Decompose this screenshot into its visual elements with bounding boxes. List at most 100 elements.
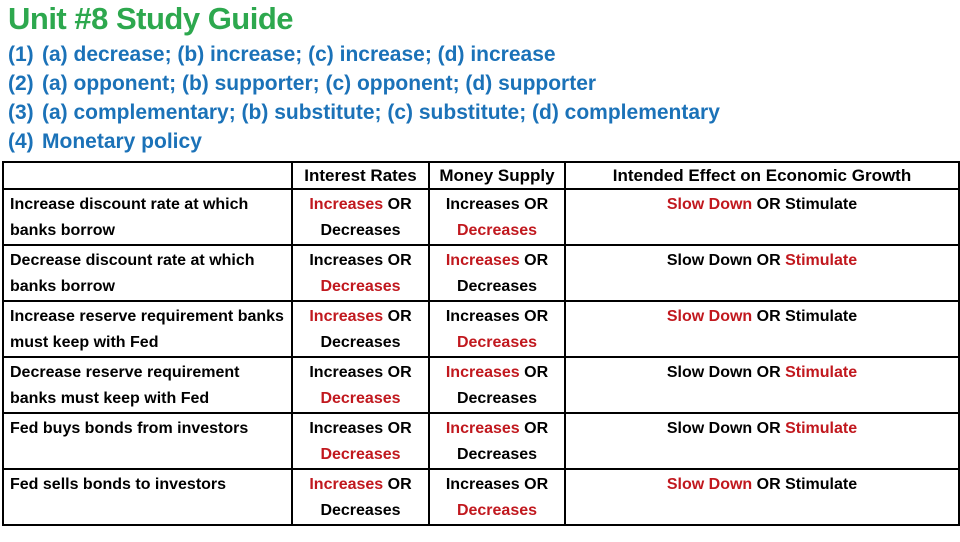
updown-line-1: Increases OR xyxy=(294,416,427,442)
policy-table-body: Increase discount rate at which banks bo… xyxy=(2,188,960,526)
stimulate-word: Stimulate xyxy=(785,476,858,493)
increases-word: Increases xyxy=(445,196,520,213)
updown-line-2: Decreases xyxy=(294,442,427,467)
stimulate-word: Stimulate xyxy=(785,308,858,325)
updown-line-1: Increases OR xyxy=(294,360,427,386)
updown-line-2: Decreases xyxy=(431,330,563,355)
or-word: OR xyxy=(524,420,549,437)
policy-action-cell: Decrease discount rate at which banks bo… xyxy=(2,244,293,302)
effect-cell: Slow Down OR Stimulate xyxy=(564,412,960,470)
updown-line-2: Decreases xyxy=(431,386,563,411)
header-effect: Intended Effect on Economic Growth xyxy=(564,161,960,190)
header-action xyxy=(2,161,293,190)
updown-line-1: Increases OR xyxy=(294,248,427,274)
decreases-word: Decreases xyxy=(456,222,538,239)
decreases-word: Decreases xyxy=(320,446,401,463)
or-word: OR xyxy=(756,420,781,437)
policy-action-cell: Fed sells bonds to investors xyxy=(2,468,293,526)
updown-line-2: Decreases xyxy=(294,386,427,411)
answer-number: (1) xyxy=(8,43,34,66)
or-word: OR xyxy=(387,364,412,381)
decreases-word: Decreases xyxy=(456,446,538,463)
money-supply-cell: Increases OR Decreases xyxy=(428,356,566,414)
answer-text: (a) complementary; (b) substitute; (c) s… xyxy=(42,101,720,124)
increases-word: Increases xyxy=(309,476,384,493)
updown-line-1: Increases OR xyxy=(294,472,427,498)
policy-action-cell: Increase discount rate at which banks bo… xyxy=(2,188,293,246)
monetary-policy-table: Interest Rates Money Supply Intended Eff… xyxy=(2,161,960,526)
slow-down-word: Slow Down xyxy=(666,476,753,493)
updown-line-1: Increases OR xyxy=(294,304,427,330)
effect-cell: Slow Down OR Stimulate xyxy=(564,188,960,246)
policy-action-cell: Fed buys bonds from investors xyxy=(2,412,293,470)
updown-line-2: Decreases xyxy=(431,274,563,299)
updown-line-1: Increases OR xyxy=(294,192,427,218)
or-word: OR xyxy=(756,476,781,493)
increases-word: Increases xyxy=(309,420,384,437)
interest-rates-cell: Increases OR Decreases xyxy=(291,468,430,526)
updown-line-1: Increases OR xyxy=(431,304,563,330)
slow-down-word: Slow Down xyxy=(666,420,753,437)
answer-line-1: (1) (a) decrease; (b) increase; (c) incr… xyxy=(8,40,960,69)
stimulate-word: Stimulate xyxy=(785,196,858,213)
interest-rates-cell: Increases OR Decreases xyxy=(291,412,430,470)
updown-line-1: Increases OR xyxy=(431,360,563,386)
interest-rates-cell: Increases OR Decreases xyxy=(291,356,430,414)
updown-line-2: Decreases xyxy=(294,498,427,523)
page-title: Unit #8 Study Guide xyxy=(8,1,294,36)
stimulate-word: Stimulate xyxy=(785,420,858,437)
increases-word: Increases xyxy=(445,364,520,381)
stimulate-word: Stimulate xyxy=(785,364,858,381)
policy-action-cell: Decrease reserve requirement banks must … xyxy=(2,356,293,414)
or-word: OR xyxy=(387,252,412,269)
or-word: OR xyxy=(524,476,549,493)
table-row: Decrease discount rate at which banks bo… xyxy=(2,244,960,302)
table-row: Fed sells bonds to investors Increases O… xyxy=(2,468,960,526)
or-word: OR xyxy=(756,196,781,213)
updown-line-1: Increases OR xyxy=(431,248,563,274)
answer-line-2: (2) (a) opponent; (b) supporter; (c) opp… xyxy=(8,69,960,98)
money-supply-cell: Increases OR Decreases xyxy=(428,188,566,246)
money-supply-cell: Increases OR Decreases xyxy=(428,468,566,526)
interest-rates-cell: Increases OR Decreases xyxy=(291,188,430,246)
table-header-row: Interest Rates Money Supply Intended Eff… xyxy=(2,161,960,190)
money-supply-cell: Increases OR Decreases xyxy=(428,244,566,302)
increases-word: Increases xyxy=(445,252,520,269)
table-row: Decrease reserve requirement banks must … xyxy=(2,356,960,414)
answer-text: Monetary policy xyxy=(42,130,202,153)
slow-down-word: Slow Down xyxy=(666,308,753,325)
decreases-word: Decreases xyxy=(320,334,401,351)
or-word: OR xyxy=(387,196,412,213)
or-word: OR xyxy=(524,252,549,269)
decreases-word: Decreases xyxy=(320,502,401,519)
or-word: OR xyxy=(387,420,412,437)
decreases-word: Decreases xyxy=(456,502,538,519)
or-word: OR xyxy=(756,364,781,381)
decreases-word: Decreases xyxy=(456,278,538,295)
answer-number: (3) xyxy=(8,101,34,124)
table-row: Fed buys bonds from investors Increases … xyxy=(2,412,960,470)
stimulate-word: Stimulate xyxy=(785,252,858,269)
decreases-word: Decreases xyxy=(320,390,401,407)
decreases-word: Decreases xyxy=(320,278,401,295)
or-word: OR xyxy=(387,476,412,493)
decreases-word: Decreases xyxy=(456,390,538,407)
updown-line-2: Decreases xyxy=(431,218,563,243)
answer-text: (a) opponent; (b) supporter; (c) opponen… xyxy=(42,72,597,95)
money-supply-cell: Increases OR Decreases xyxy=(428,412,566,470)
or-word: OR xyxy=(524,308,549,325)
answer-key-list: (1) (a) decrease; (b) increase; (c) incr… xyxy=(8,40,960,156)
answer-line-4: (4) Monetary policy xyxy=(8,127,960,156)
table-row: Increase reserve requirement banks must … xyxy=(2,300,960,358)
table-row: Increase discount rate at which banks bo… xyxy=(2,188,960,246)
increases-word: Increases xyxy=(445,420,520,437)
effect-cell: Slow Down OR Stimulate xyxy=(564,356,960,414)
increases-word: Increases xyxy=(309,196,384,213)
answer-text: (a) decrease; (b) increase; (c) increase… xyxy=(42,43,556,66)
or-word: OR xyxy=(524,364,549,381)
header-money-supply: Money Supply xyxy=(428,161,566,190)
interest-rates-cell: Increases OR Decreases xyxy=(291,244,430,302)
money-supply-cell: Increases OR Decreases xyxy=(428,300,566,358)
updown-line-1: Increases OR xyxy=(431,416,563,442)
or-word: OR xyxy=(756,252,781,269)
